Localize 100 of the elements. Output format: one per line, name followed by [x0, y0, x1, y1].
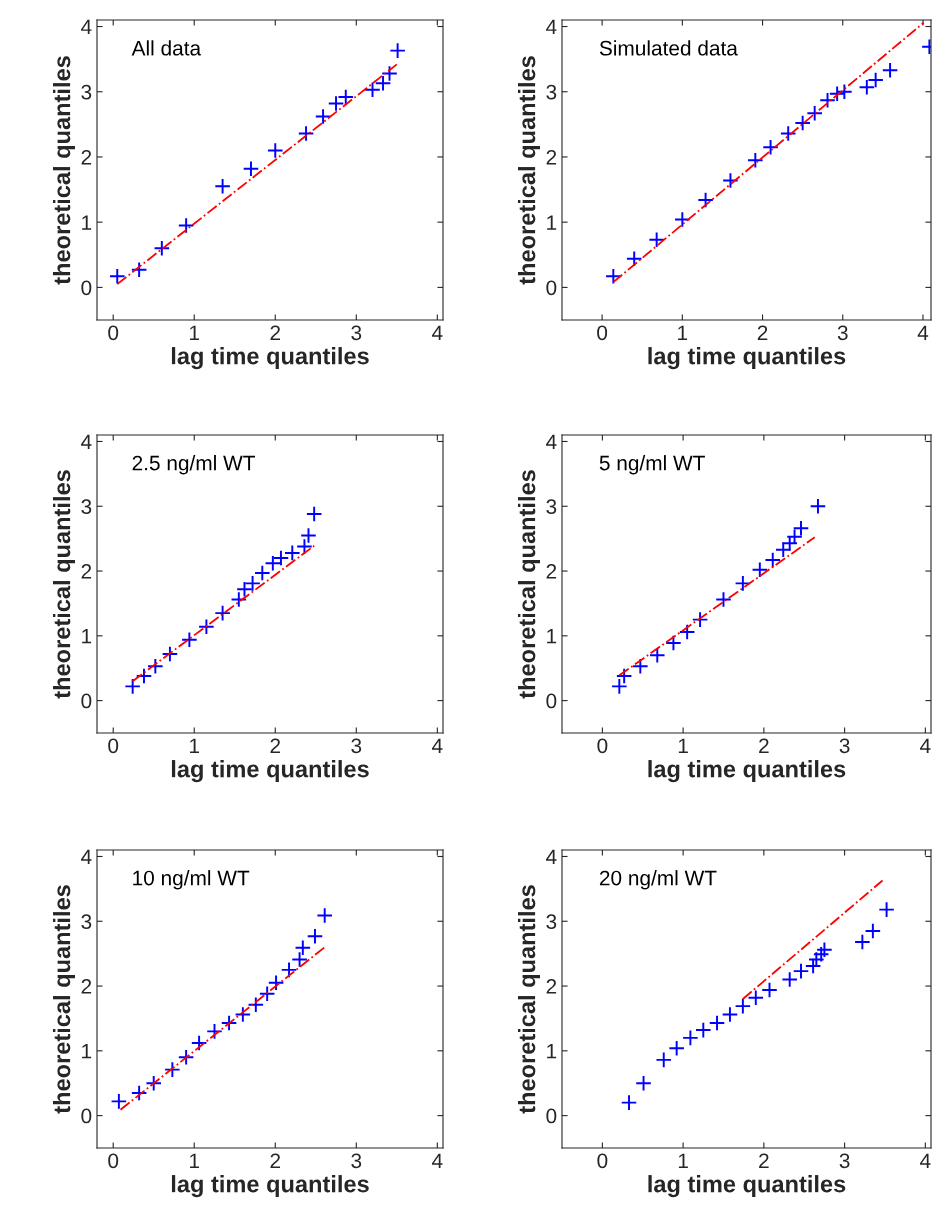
x-tick-label: 4: [917, 325, 929, 340]
point: [314, 108, 332, 125]
x-tick-label: 0: [108, 325, 119, 341]
y-axis-title: theoretical quantiles: [517, 470, 540, 699]
x-tick-label: 1: [190, 738, 200, 753]
point: [722, 172, 739, 189]
point: [881, 61, 899, 79]
point: [747, 151, 764, 169]
x-tick-label: 3: [839, 1153, 850, 1169]
x-tick-label: 4: [432, 738, 443, 753]
y-tick-label: 0: [81, 280, 92, 296]
point: [130, 261, 148, 279]
x-tick-label: 2: [270, 1153, 281, 1168]
x-tick-label: 3: [837, 325, 848, 341]
point: [635, 1074, 652, 1092]
point: [145, 1074, 162, 1092]
point: [294, 939, 312, 957]
point: [649, 647, 666, 664]
point: [665, 634, 682, 652]
y-axis-title: theoretical quantiles: [52, 56, 75, 285]
y-tick-label: 2: [81, 149, 92, 165]
x-tick-label: 1: [190, 1153, 200, 1168]
x-tick-label: 0: [597, 1153, 608, 1169]
point: [695, 1021, 712, 1039]
x-tick-label: 2: [757, 325, 768, 340]
x-tick-label: 1: [678, 738, 688, 753]
point: [284, 544, 301, 562]
point: [247, 996, 265, 1014]
y-tick-label: 3: [81, 499, 92, 515]
point: [110, 1093, 128, 1110]
point: [779, 125, 797, 142]
annotation: 10 ng/ml WT: [133, 870, 250, 890]
y-tick-label: 0: [546, 1108, 557, 1124]
point: [678, 623, 696, 641]
point: [804, 957, 822, 975]
point: [242, 160, 260, 177]
x-tick-label: 1: [190, 325, 200, 340]
point: [864, 922, 882, 940]
x-tick-label: 3: [839, 738, 850, 754]
point: [316, 907, 333, 924]
x-axis-title: lag time quantiles: [171, 347, 369, 370]
point: [625, 250, 643, 267]
point: [632, 658, 649, 675]
y-tick-label: 0: [81, 1108, 92, 1124]
point: [668, 1039, 685, 1057]
point: [258, 985, 276, 1003]
y-tick-label: 4: [81, 19, 92, 35]
point: [761, 981, 778, 999]
point: [747, 989, 765, 1006]
y-axis-title: theoretical quantiles: [517, 56, 540, 285]
point: [220, 1014, 238, 1032]
y-tick-label: 0: [546, 693, 557, 709]
y-axis-title: theoretical quantiles: [52, 470, 75, 699]
point: [648, 231, 665, 249]
x-tick-label: 4: [432, 1153, 443, 1168]
x-axis-title: lag time quantiles: [648, 347, 846, 370]
point: [280, 961, 298, 979]
x-tick-label: 0: [108, 738, 119, 754]
x-tick-label: 0: [597, 325, 608, 341]
annotation: All data: [131, 40, 202, 56]
y-axis-title: theoretical quantiles: [517, 885, 540, 1114]
point: [697, 191, 714, 209]
point: [691, 611, 709, 628]
x-tick-label: 4: [920, 1153, 931, 1168]
y-axis-title: theoretical quantiles: [52, 885, 75, 1114]
point: [674, 211, 691, 228]
point: [214, 178, 231, 195]
point: [177, 217, 195, 234]
x-tick-label: 4: [920, 738, 931, 753]
point: [762, 138, 779, 156]
point: [190, 1034, 208, 1052]
point: [198, 618, 215, 636]
point: [682, 1029, 699, 1047]
y-tick-label: 4: [546, 849, 557, 865]
point: [734, 575, 752, 592]
point: [306, 927, 324, 945]
y-tick-label: 2: [546, 149, 557, 165]
point: [781, 971, 798, 988]
y-tick-label: 0: [81, 693, 92, 709]
y-tick-label: 4: [81, 434, 92, 450]
point: [130, 1084, 148, 1102]
point: [164, 1061, 181, 1078]
y-tick-label: 4: [546, 434, 557, 450]
y-tick-label: 3: [546, 84, 557, 100]
point: [300, 527, 317, 544]
point: [708, 1014, 726, 1032]
y-tick-label: 1: [547, 215, 557, 230]
point: [161, 645, 179, 663]
point: [655, 1051, 672, 1069]
y-tick-label: 3: [546, 499, 557, 515]
x-tick-label: 1: [678, 325, 688, 340]
y-tick-label: 1: [547, 629, 557, 644]
y-tick-label: 1: [82, 215, 92, 230]
point: [721, 1006, 739, 1023]
x-tick-label: 2: [270, 325, 281, 340]
annotation: Simulated data: [599, 40, 738, 56]
point: [147, 658, 164, 675]
x-tick-label: 1: [678, 1153, 688, 1168]
point: [206, 1023, 223, 1040]
point: [809, 498, 827, 515]
